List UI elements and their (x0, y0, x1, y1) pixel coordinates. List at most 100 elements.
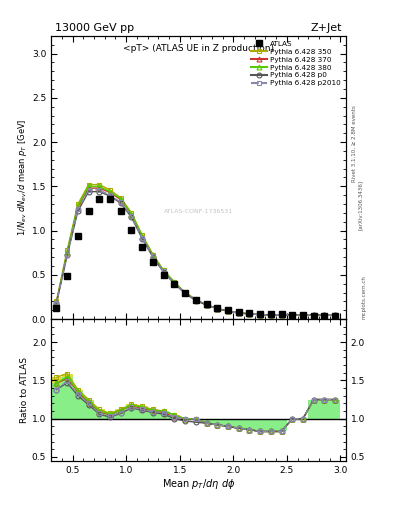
Pythia 6.428 350 (118, 195, 123, 201)
ATLAS (322, 312, 327, 318)
Pythia 6.428 p0 (193, 297, 198, 304)
Pythia 6.428 350 (140, 232, 145, 238)
Pythia 6.428 350 (268, 312, 273, 318)
Pythia 6.428 350 (108, 187, 112, 193)
Pythia 6.428 370 (226, 308, 230, 314)
Pythia 6.428 370 (161, 268, 166, 274)
Pythia 6.428 350 (258, 312, 263, 318)
Pythia 6.428 370 (183, 289, 187, 295)
Pythia 6.428 370 (311, 312, 316, 318)
Pythia 6.428 p2010 (204, 302, 209, 308)
Pythia 6.428 p2010 (183, 289, 187, 295)
ATLAS (333, 312, 338, 318)
Pythia 6.428 370 (118, 197, 123, 203)
ATLAS (75, 233, 80, 239)
Pythia 6.428 350 (193, 296, 198, 303)
Pythia 6.428 p0 (140, 236, 145, 242)
Pythia 6.428 370 (65, 250, 70, 256)
Pythia 6.428 350 (97, 182, 102, 188)
Pythia 6.428 380 (215, 306, 220, 312)
Pythia 6.428 p2010 (268, 312, 273, 318)
Pythia 6.428 350 (215, 306, 220, 312)
Pythia 6.428 350 (279, 312, 284, 318)
Pythia 6.428 370 (215, 306, 220, 312)
Pythia 6.428 p0 (54, 300, 59, 306)
Pythia 6.428 350 (75, 201, 80, 207)
Pythia 6.428 370 (268, 312, 273, 318)
Pythia 6.428 370 (258, 312, 263, 318)
Text: Z+Jet: Z+Jet (310, 23, 342, 33)
Pythia 6.428 350 (333, 312, 338, 318)
Pythia 6.428 350 (183, 289, 187, 295)
Text: ATLAS-CONF-1736531: ATLAS-CONF-1736531 (164, 209, 233, 214)
Text: Rivet 3.1.10, ≥ 2.8M events: Rivet 3.1.10, ≥ 2.8M events (352, 105, 357, 182)
Pythia 6.428 p0 (97, 188, 102, 195)
Pythia 6.428 p2010 (129, 214, 134, 220)
Pythia 6.428 p0 (161, 269, 166, 275)
Pythia 6.428 p0 (65, 252, 70, 259)
Pythia 6.428 380 (97, 183, 102, 189)
Pythia 6.428 370 (86, 185, 91, 191)
Pythia 6.428 p0 (279, 312, 284, 318)
Pythia 6.428 380 (54, 299, 59, 305)
Pythia 6.428 p2010 (140, 234, 145, 241)
Pythia 6.428 p2010 (54, 300, 59, 306)
Text: 13000 GeV pp: 13000 GeV pp (55, 23, 134, 33)
ATLAS (86, 208, 91, 214)
Pythia 6.428 380 (268, 312, 273, 318)
Pythia 6.428 380 (65, 249, 70, 255)
Pythia 6.428 p2010 (322, 312, 327, 318)
Line: Pythia 6.428 380: Pythia 6.428 380 (54, 184, 338, 317)
Pythia 6.428 350 (204, 302, 209, 308)
Pythia 6.428 380 (140, 233, 145, 239)
ATLAS (140, 244, 145, 250)
Pythia 6.428 p0 (75, 208, 80, 214)
Pythia 6.428 p0 (215, 306, 220, 312)
Pythia 6.428 380 (236, 310, 241, 316)
Pythia 6.428 350 (54, 298, 59, 305)
Pythia 6.428 370 (193, 296, 198, 303)
Pythia 6.428 370 (108, 189, 112, 196)
ATLAS (290, 312, 295, 318)
Legend: ATLAS, Pythia 6.428 350, Pythia 6.428 370, Pythia 6.428 380, Pythia 6.428 p0, Py: ATLAS, Pythia 6.428 350, Pythia 6.428 37… (250, 39, 342, 88)
Pythia 6.428 380 (322, 312, 327, 318)
Pythia 6.428 380 (247, 311, 252, 317)
Pythia 6.428 370 (279, 312, 284, 318)
Pythia 6.428 p0 (151, 254, 155, 260)
Pythia 6.428 380 (279, 312, 284, 318)
Pythia 6.428 p0 (118, 200, 123, 206)
Pythia 6.428 370 (172, 280, 177, 286)
Pythia 6.428 350 (290, 312, 295, 318)
Pythia 6.428 p2010 (258, 312, 263, 318)
Pythia 6.428 p2010 (247, 311, 252, 317)
Pythia 6.428 350 (226, 308, 230, 314)
ATLAS (236, 309, 241, 315)
Pythia 6.428 380 (290, 312, 295, 318)
Pythia 6.428 p2010 (215, 306, 220, 312)
Pythia 6.428 380 (333, 312, 338, 318)
Pythia 6.428 370 (54, 299, 59, 305)
Y-axis label: Ratio to ATLAS: Ratio to ATLAS (20, 357, 29, 423)
Pythia 6.428 380 (161, 267, 166, 273)
Pythia 6.428 p0 (108, 193, 112, 199)
Pythia 6.428 p0 (301, 312, 305, 318)
Pythia 6.428 350 (151, 251, 155, 258)
Pythia 6.428 p0 (226, 308, 230, 314)
Pythia 6.428 350 (247, 311, 252, 317)
Pythia 6.428 p0 (183, 290, 187, 296)
ATLAS (108, 196, 112, 202)
Pythia 6.428 p2010 (236, 310, 241, 316)
ATLAS (183, 289, 187, 295)
Text: mcplots.cern.ch: mcplots.cern.ch (362, 275, 367, 319)
Pythia 6.428 380 (226, 308, 230, 314)
Pythia 6.428 380 (172, 279, 177, 285)
Pythia 6.428 p2010 (108, 192, 112, 198)
Y-axis label: $1/N_{ev}$ $dN_{ev}/d$ mean $p_T$ [GeV]: $1/N_{ev}$ $dN_{ev}/d$ mean $p_T$ [GeV] (16, 119, 29, 236)
Pythia 6.428 p2010 (118, 199, 123, 205)
Pythia 6.428 370 (151, 252, 155, 259)
ATLAS (268, 311, 273, 317)
ATLAS (226, 307, 230, 313)
Pythia 6.428 350 (322, 312, 327, 318)
Pythia 6.428 p2010 (290, 312, 295, 318)
ATLAS (215, 305, 220, 311)
